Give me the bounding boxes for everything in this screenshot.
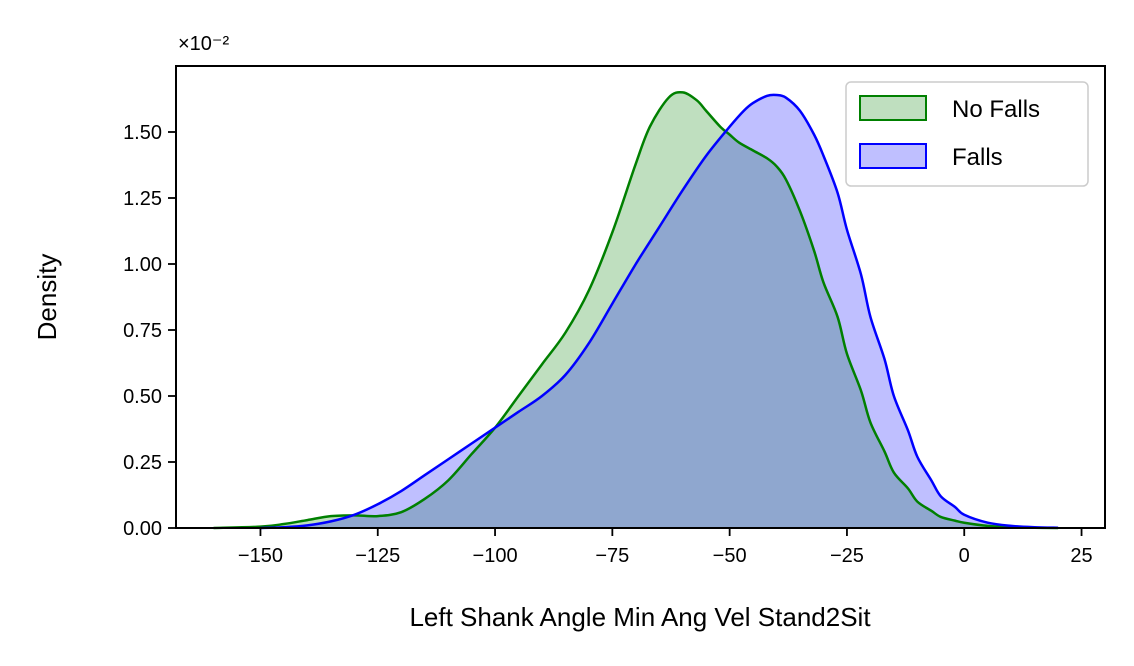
x-axis: −150 −125 −100 −75 −50 −25 0 25 bbox=[238, 528, 1093, 567]
x-tick-label: −25 bbox=[830, 545, 864, 567]
x-tick-label: 0 bbox=[959, 545, 970, 567]
x-tick-label: 25 bbox=[1070, 545, 1092, 567]
x-tick-label: −75 bbox=[595, 545, 629, 567]
axes-frame bbox=[175, 65, 1106, 529]
series-line-no-falls bbox=[213, 90, 1059, 530]
y-axis-title: Density bbox=[32, 254, 62, 341]
legend-box bbox=[845, 81, 1089, 187]
x-tick-label: −100 bbox=[473, 545, 518, 567]
legend: No Falls Falls bbox=[845, 81, 1089, 187]
legend-label-no-falls: No Falls bbox=[952, 96, 1040, 123]
series-area-no-falls bbox=[213, 92, 1059, 528]
y-tick-label: 1.00 bbox=[123, 254, 162, 276]
y-axis: 0.00 0.25 0.50 0.75 1.00 1.25 1.50 bbox=[123, 122, 176, 540]
legend-swatch-no-falls bbox=[859, 95, 927, 121]
series-line-falls bbox=[260, 93, 1059, 530]
y-tick-label: 0.50 bbox=[123, 386, 162, 408]
x-axis-title: Left Shank Angle Min Ang Vel Stand2Sit bbox=[409, 602, 871, 632]
y-tick-label: 1.50 bbox=[123, 122, 162, 144]
y-tick-label: 0.25 bbox=[123, 452, 162, 474]
y-tick-label: 0.00 bbox=[123, 518, 162, 540]
y-tick-label: 0.75 bbox=[123, 320, 162, 342]
y-tick-label: 1.25 bbox=[123, 188, 162, 210]
x-tick-label: −50 bbox=[713, 545, 747, 567]
x-tick-label: −125 bbox=[355, 545, 400, 567]
plot-area bbox=[213, 90, 1059, 530]
series-area-falls bbox=[260, 94, 1059, 529]
x-tick-label: −150 bbox=[238, 545, 283, 567]
legend-swatch-falls bbox=[859, 143, 927, 169]
y-multiplier-label: ×10⁻² bbox=[178, 33, 229, 55]
legend-label-falls: Falls bbox=[952, 144, 1003, 171]
